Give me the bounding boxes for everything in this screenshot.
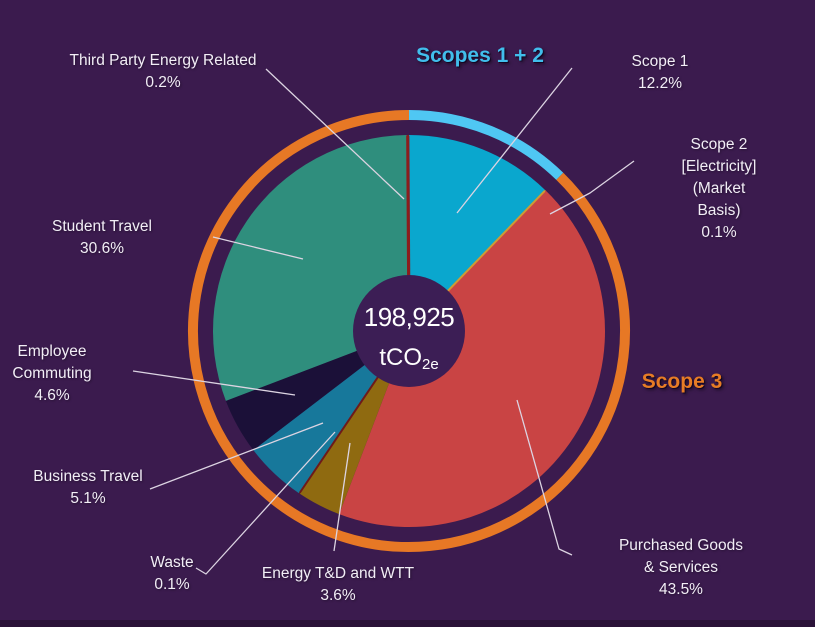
callout-business-travel: Business Travel 5.1% [33, 466, 142, 510]
ring-arc-scopes-1-2 [408, 110, 564, 180]
donut-hole [353, 275, 465, 387]
leader-line-business-travel [149, 422, 324, 490]
callout-student-travel: Student Travel 30.6% [52, 216, 152, 260]
callout-label: Scope 2 [Electricity] (Market Basis) [681, 136, 757, 219]
ring-arc-scope-3 [188, 110, 630, 552]
callout-label: Student Travel [52, 218, 152, 235]
callout-label: Scope 1 [631, 53, 689, 70]
leader-line-purchased-goods-services [516, 399, 573, 556]
unit-subscript: 2e [421, 356, 439, 373]
callout-value: 5.1% [70, 490, 106, 507]
scope-3-heading: Scope 3 [641, 370, 723, 393]
callout-label: Waste [150, 554, 194, 571]
callout-value: 3.6% [320, 587, 356, 604]
leader-line-third-party-energy-related [265, 68, 405, 200]
callout-label: Business Travel [33, 468, 143, 485]
leader-line-energy-td-and-wtt [333, 442, 351, 552]
callout-label: Energy T&D and WTT [261, 565, 415, 582]
callout-scope-1: Scope 1 12.2% [632, 51, 689, 95]
callout-label: Employee Commuting [12, 343, 92, 382]
callout-value: 0.2% [145, 74, 181, 91]
callout-energy-td-and-wtt: Energy T&D and WTT 3.6% [262, 563, 414, 607]
callout-purchased-goods-services: Purchased Goods & Services 43.5% [614, 535, 748, 601]
unit-prefix: tCO [379, 344, 422, 371]
leader-line-student-travel [212, 236, 304, 260]
slice-scope-1 [409, 135, 545, 331]
leader-line-scope-1 [456, 67, 573, 214]
callout-scope-2-electricity: Scope 2 [Electricity] (Market Basis) 0.1… [671, 134, 767, 244]
slice-business-travel [253, 331, 409, 494]
slide-bottom-edge [0, 620, 815, 627]
callout-value: 0.1% [701, 224, 737, 241]
chart-center-total: 198,925 tCO2e [319, 301, 499, 376]
callout-value: 0.1% [154, 576, 190, 593]
total-emissions-unit: tCO2e [319, 343, 499, 376]
callout-waste: Waste 0.1% [150, 552, 193, 596]
callout-value: 30.6% [80, 240, 124, 257]
callout-third-party-energy-related: Third Party Energy Related 0.2% [70, 50, 257, 94]
slice-purchased-goods-services [339, 190, 605, 527]
callout-label: Purchased Goods & Services [618, 537, 744, 576]
callout-value: 43.5% [659, 581, 703, 598]
total-emissions-value: 198,925 [363, 302, 455, 332]
leader-line-scope-2-electricity [549, 160, 635, 215]
leader-line-waste [195, 431, 336, 575]
callout-value: 12.2% [638, 75, 682, 92]
callout-label: Third Party Energy Related [69, 52, 257, 69]
leader-line-employee-commuting [132, 370, 296, 396]
callout-value: 4.6% [34, 387, 70, 404]
callout-employee-commuting: Employee Commuting 4.6% [12, 341, 91, 407]
scopes-1-2-heading: Scopes 1 + 2 [416, 44, 544, 67]
